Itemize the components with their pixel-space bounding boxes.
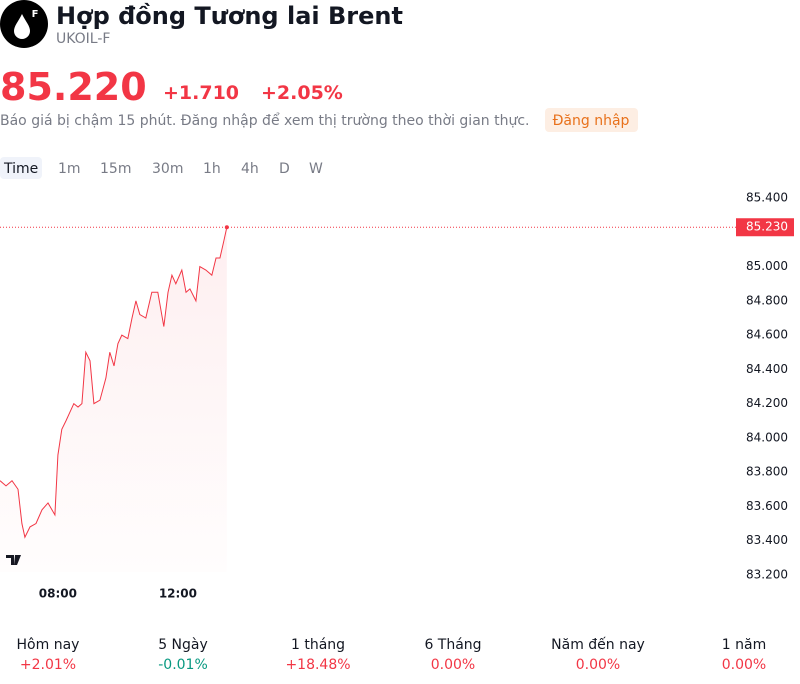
- delay-notice: Báo giá bị chậm 15 phút. Đăng nhập để xe…: [0, 112, 529, 129]
- login-button[interactable]: [545, 108, 638, 132]
- timeframe[interactable]: D: [279, 161, 290, 177]
- timeframe[interactable]: 30m: [152, 161, 183, 177]
- change: +1.710: [163, 82, 239, 104]
- change-percent: +2.05%: [261, 82, 343, 104]
- period-label: 1 năm: [722, 637, 766, 653]
- period-label: 5 Ngày: [158, 637, 208, 653]
- title: Hợp đồng Tương lai Brent: [56, 2, 403, 30]
- y-tick-label: 83.400: [746, 533, 788, 547]
- timeframe[interactable]: 15m: [100, 161, 131, 177]
- timeframe[interactable]: W: [309, 161, 323, 177]
- y-tick-label: 83.800: [746, 465, 788, 479]
- y-tick-label: 84.400: [746, 362, 788, 376]
- period-label: 1 tháng: [291, 637, 345, 653]
- y-tick-label: 84.800: [746, 293, 788, 307]
- x-tick-label: 12:00: [159, 587, 197, 601]
- y-tick-label: 85.400: [746, 191, 788, 205]
- period-label: 6 Tháng: [424, 637, 481, 653]
- y-tick-label: 83.200: [746, 567, 788, 581]
- price-line: [0, 227, 228, 539]
- symbol: UKOIL-F: [56, 31, 110, 47]
- login-label[interactable]: Đăng nhập: [553, 113, 630, 129]
- last-point: [224, 225, 229, 230]
- period-value: +2.01%: [20, 657, 76, 673]
- y-tick-label: 85.000: [746, 259, 788, 273]
- period-label: Năm đến nay: [551, 636, 645, 653]
- timeframe[interactable]: 4h: [241, 161, 259, 177]
- period-value: -0.01%: [158, 657, 208, 673]
- y-tick-label: 83.600: [746, 499, 788, 513]
- period-value: 0.00%: [722, 657, 766, 673]
- y-tick-label: 84.000: [746, 430, 788, 444]
- timeframe-active[interactable]: [0, 157, 42, 179]
- area: [0, 227, 227, 573]
- logo-drop: [14, 14, 30, 39]
- last-price-box: [736, 218, 794, 237]
- timeframe[interactable]: Time: [3, 161, 38, 177]
- period-value: 0.00%: [576, 657, 620, 673]
- timeframe[interactable]: 1m: [58, 161, 81, 177]
- price: 85.220: [0, 65, 147, 109]
- logo-badge: F: [32, 9, 39, 20]
- y-tick-label: 84.200: [746, 396, 788, 410]
- x-tick-label: 08:00: [39, 587, 77, 601]
- timeframe[interactable]: 1h: [203, 161, 221, 177]
- y-tick-label: 84.600: [746, 328, 788, 342]
- last-price-label: 85.230: [746, 220, 788, 234]
- period-value: 0.00%: [431, 657, 475, 673]
- period-label: Hôm nay: [17, 637, 80, 653]
- period-value: +18.48%: [285, 657, 350, 673]
